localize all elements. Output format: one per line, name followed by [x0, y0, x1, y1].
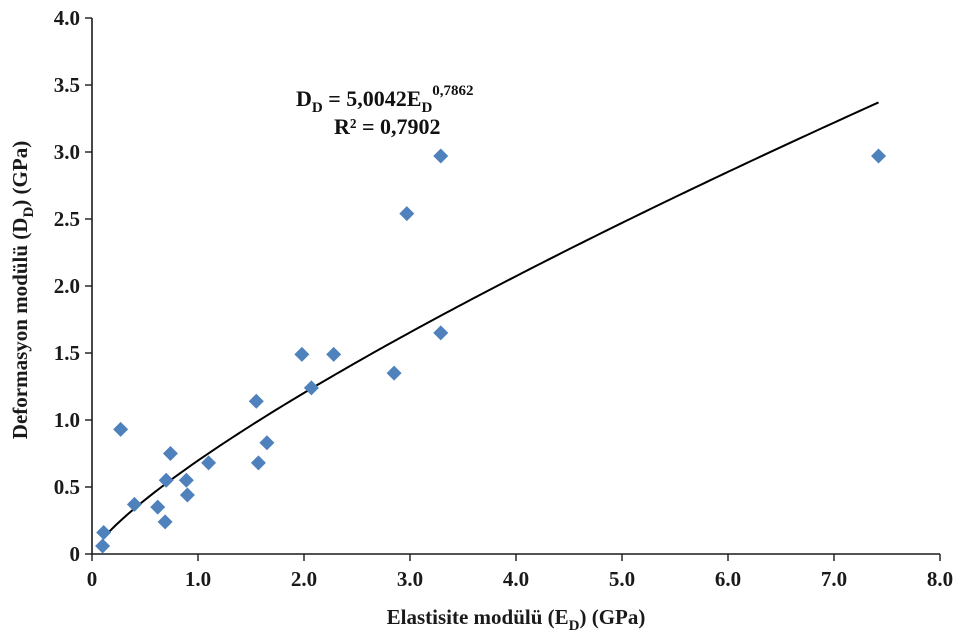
- data-point: [126, 496, 142, 512]
- data-point: [399, 206, 415, 222]
- data-point: [250, 455, 266, 471]
- data-point: [433, 148, 449, 164]
- x-axis-title: Elastisite modülü (ED) (GPa): [387, 605, 646, 634]
- data-point: [95, 538, 111, 554]
- y-tick-label: 3.0: [54, 140, 80, 164]
- data-point: [158, 472, 174, 488]
- data-point: [179, 487, 195, 503]
- x-tick-label: 6.0: [715, 567, 741, 591]
- data-point: [433, 325, 449, 341]
- x-tick-label: 1.0: [185, 567, 211, 591]
- data-point: [150, 499, 166, 515]
- x-tick-label: 4.0: [503, 567, 529, 591]
- y-tick-label: 1.0: [54, 408, 80, 432]
- y-tick-label: 3.5: [54, 73, 80, 97]
- data-point: [303, 380, 319, 396]
- data-point: [96, 525, 112, 541]
- x-tick-label: 2.0: [291, 567, 317, 591]
- x-tick-label: 8.0: [927, 567, 953, 591]
- data-point: [871, 148, 887, 164]
- y-tick-label: 0: [70, 542, 81, 566]
- x-tick-label: 7.0: [821, 567, 847, 591]
- y-tick-label: 4.0: [54, 6, 80, 30]
- data-point: [326, 346, 342, 362]
- data-point: [248, 393, 264, 409]
- data-point: [157, 514, 173, 530]
- trend-equation: DD = 5,0042ED0,7862: [296, 83, 474, 116]
- x-tick-label: 0: [87, 567, 98, 591]
- r-squared: R² = 0,7902: [334, 114, 441, 139]
- trendline: [101, 101, 879, 540]
- x-tick-label: 5.0: [609, 567, 635, 591]
- y-tick-label: 0.5: [54, 475, 80, 499]
- data-point: [178, 472, 194, 488]
- y-tick-label: 2.5: [54, 207, 80, 231]
- y-tick-label: 2.0: [54, 274, 80, 298]
- data-point: [294, 346, 310, 362]
- data-point: [113, 421, 129, 437]
- data-point: [162, 446, 178, 461]
- x-tick-label: 3.0: [397, 567, 423, 591]
- data-point: [259, 435, 275, 451]
- data-point: [386, 365, 402, 381]
- data-point: [201, 455, 217, 471]
- y-axis-title: Deformasyon modülü (DD) (GPa): [8, 141, 37, 439]
- y-tick-label: 1.5: [54, 341, 80, 365]
